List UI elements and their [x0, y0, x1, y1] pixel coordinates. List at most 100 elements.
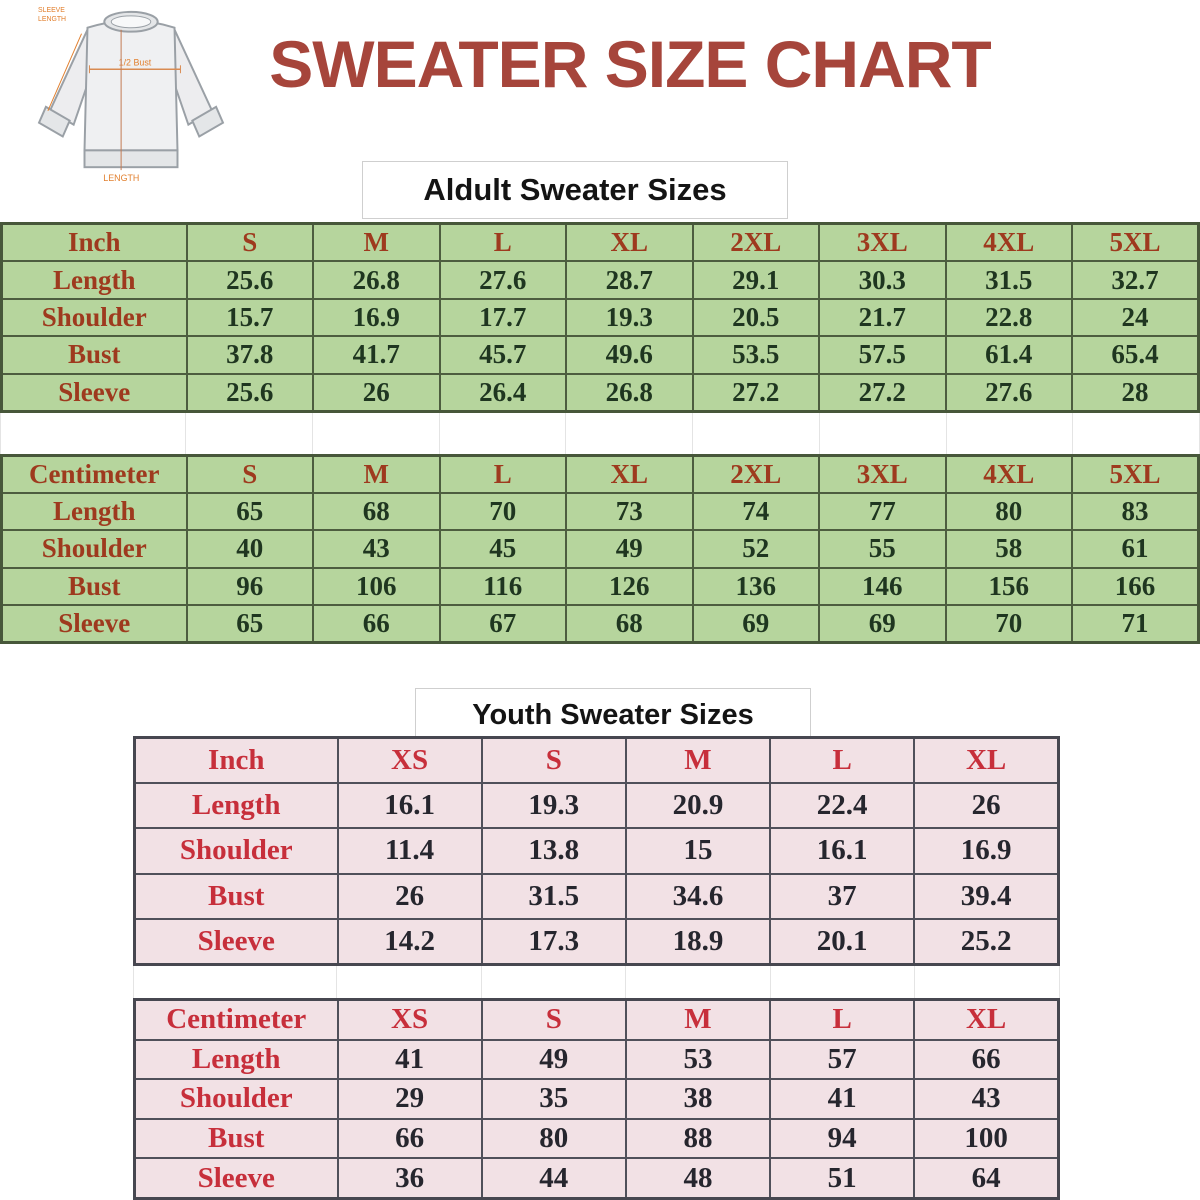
size-header-cell: L: [438, 222, 567, 263]
value-cell: 31.5: [480, 872, 627, 920]
size-header-cell: M: [312, 222, 441, 263]
value-cell: 69: [691, 603, 820, 644]
spacer-row: [0, 413, 1200, 454]
row-label-cell: Sleeve: [133, 917, 339, 966]
row-label-cell: Length: [133, 1038, 339, 1081]
spacer-cell: [914, 966, 1060, 998]
value-cell: 25.6: [185, 372, 314, 413]
sweater-left-cuff: [37, 105, 71, 138]
row-label-cell: Shoulder: [0, 297, 188, 338]
sleeve-measure-label-line2: LENGTH: [38, 16, 66, 23]
value-cell: 66: [913, 1038, 1060, 1081]
adult-centimeter-table: Centimeter S M L XL 2XL 3XL 4XL 5XL Length 65 68 70 7…: [0, 454, 1200, 644]
row-label-cell: Bust: [133, 872, 339, 920]
measurement-row: Bust 37.8 41.7 45.7 49.6 53.5 57.5 61.4 65.4: [0, 335, 1200, 375]
size-header-cell: 4XL: [944, 222, 1073, 263]
size-header-cell: M: [312, 454, 441, 495]
value-cell: 44: [480, 1157, 627, 1200]
value-cell: 66: [312, 603, 441, 644]
value-cell: 67: [438, 603, 567, 644]
value-cell: 94: [769, 1117, 916, 1160]
measurement-row: Bust 96 106 116 126 136 146 156 166: [0, 566, 1200, 606]
size-header-cell: M: [624, 736, 772, 785]
value-cell: 15: [624, 827, 772, 875]
size-header-cell: 3XL: [818, 454, 947, 495]
adult-section-heading-text: Aldult Sweater Sizes: [423, 172, 727, 207]
value-cell: 68: [312, 492, 441, 532]
value-cell: 77: [818, 492, 947, 532]
value-cell: 21.7: [818, 297, 947, 338]
value-cell: 52: [691, 529, 820, 569]
value-cell: 166: [1071, 566, 1200, 606]
measurement-row: Shoulder 11.4 13.8 15 16.1 16.9: [133, 827, 1060, 875]
value-cell: 29.1: [691, 260, 820, 300]
size-header-row: Centimeter S M L XL 2XL 3XL 4XL 5XL: [0, 454, 1200, 495]
adult-section-heading: Aldult Sweater Sizes: [362, 161, 788, 219]
spacer-cell: [0, 413, 186, 454]
unit-label-cell: Inch: [133, 736, 339, 785]
value-cell: 88: [624, 1117, 772, 1160]
size-header-cell: XS: [336, 736, 483, 785]
value-cell: 28.7: [565, 260, 694, 300]
value-cell: 32.7: [1071, 260, 1200, 300]
measurement-row: Length 16.1 19.3 20.9 22.4 26: [133, 782, 1060, 830]
size-header-row: Centimeter XS S M L XL: [133, 998, 1060, 1041]
measurement-row: Length 41 49 53 57 66: [133, 1038, 1060, 1081]
value-cell: 43: [913, 1078, 1060, 1120]
size-header-cell: M: [624, 998, 772, 1041]
value-cell: 26.8: [565, 372, 694, 413]
value-cell: 74: [691, 492, 820, 532]
measurement-row: Sleeve 25.6 26 26.4 26.8 27.2 27.2 27.6 28: [0, 372, 1200, 413]
value-cell: 106: [312, 566, 441, 606]
measurement-row: Length 25.6 26.8 27.6 28.7 29.1 30.3 31.5 32.7: [0, 260, 1200, 300]
value-cell: 48: [624, 1157, 772, 1200]
value-cell: 15.7: [185, 297, 314, 338]
value-cell: 27.6: [944, 372, 1073, 413]
value-cell: 29: [336, 1078, 483, 1120]
spacer-row: [133, 966, 1060, 998]
value-cell: 24: [1071, 297, 1200, 338]
row-label-cell: Sleeve: [0, 372, 188, 413]
spacer-cell: [311, 413, 440, 454]
value-cell: 34.6: [624, 872, 772, 920]
value-cell: 16.1: [336, 782, 483, 830]
value-cell: 20.5: [691, 297, 820, 338]
value-cell: 116: [438, 566, 567, 606]
size-header-cell: 5XL: [1071, 222, 1200, 263]
value-cell: 49: [480, 1038, 627, 1081]
spacer-cell: [133, 966, 337, 998]
value-cell: 126: [565, 566, 694, 606]
spacer-cell: [692, 413, 820, 454]
size-header-cell: S: [185, 222, 314, 263]
sweater-collar-inner: [110, 15, 152, 29]
value-cell: 30.3: [818, 260, 947, 300]
size-header-cell: XL: [913, 736, 1060, 785]
value-cell: 51: [769, 1157, 916, 1200]
adult-tables-gap: [0, 413, 1200, 454]
value-cell: 41: [769, 1078, 916, 1120]
row-label-cell: Shoulder: [133, 827, 339, 875]
value-cell: 39.4: [913, 872, 1060, 920]
value-cell: 65: [185, 603, 314, 644]
size-header-cell: 2XL: [691, 222, 820, 263]
size-header-cell: S: [480, 736, 627, 785]
unit-label-cell: Centimeter: [0, 454, 188, 495]
measurement-row: Bust 26 31.5 34.6 37 39.4: [133, 872, 1060, 920]
spacer-cell: [185, 413, 313, 454]
value-cell: 61: [1071, 529, 1200, 569]
value-cell: 35: [480, 1078, 627, 1120]
value-cell: 27.6: [438, 260, 567, 300]
page-title: SWEATER SIZE CHART: [269, 27, 991, 101]
value-cell: 45: [438, 529, 567, 569]
sweater-hem: [83, 149, 179, 169]
row-label-cell: Sleeve: [133, 1157, 339, 1200]
value-cell: 40: [185, 529, 314, 569]
value-cell: 26.4: [438, 372, 567, 413]
sweater-body: [83, 19, 179, 152]
sleeve-measure-label-line1: SLEEVE: [38, 7, 65, 14]
row-label-cell: Length: [0, 260, 188, 300]
row-label-cell: Bust: [0, 335, 188, 375]
size-header-row: Inch XS S M L XL: [133, 736, 1060, 785]
bust-measure-label: 1/2 Bust: [119, 57, 152, 67]
